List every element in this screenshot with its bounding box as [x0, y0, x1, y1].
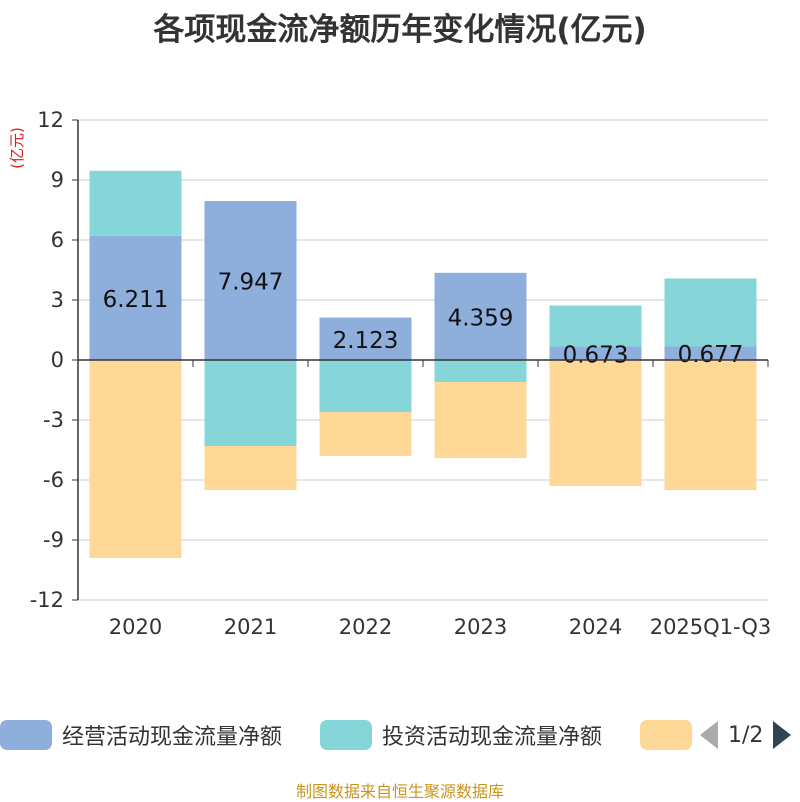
bar-operating [434, 272, 527, 360]
bar-investing [319, 360, 412, 412]
y-tick-label: 9 [51, 168, 64, 192]
y-tick-label: -12 [30, 588, 64, 612]
bar-operating [204, 201, 297, 360]
x-tick-label: 2022 [339, 615, 392, 639]
page-indicator: 1/2 [728, 722, 764, 748]
legend-label-operating: 经营活动现金流量净额 [62, 725, 283, 750]
data-label-operating: 6.211 [103, 287, 169, 313]
y-unit-label: (亿元) [8, 127, 26, 169]
legend-item-operating[interactable]: 经营活动现金流量净额 [0, 712, 282, 758]
bar-operating [664, 346, 757, 360]
bar-financing [204, 446, 297, 490]
data-label-operating: 0.677 [678, 342, 744, 368]
bar-investing [434, 360, 527, 382]
page-prev-icon[interactable] [700, 721, 718, 749]
bar-investing [89, 170, 182, 236]
bar-financing [664, 360, 757, 490]
x-tick-label: 2020 [109, 615, 162, 639]
legend-label-investing: 投资活动现金流量净额 [382, 725, 603, 750]
y-tick-label: 0 [51, 348, 64, 372]
legend: 经营活动现金流量净额 投资活动现金流量净额 1/2 [0, 712, 800, 758]
legend-item-financing[interactable] [640, 712, 702, 758]
y-tick-label: 12 [37, 108, 64, 132]
y-tick-label: -3 [43, 408, 64, 432]
x-tick-label: 2021 [224, 615, 277, 639]
y-tick-label: 3 [51, 288, 64, 312]
page-next-icon[interactable] [773, 721, 792, 749]
legend-pager: 1/2 [700, 712, 792, 758]
cashflow-chart: 12 9 6 3 0 -3 -6 -9 -12 (亿元) 6.211 7.947 2.123 4.359 0… [8, 108, 772, 639]
chart-title: 各项现金流净额历年变化情况(亿元) [153, 12, 647, 48]
y-tick-label: -6 [43, 468, 64, 492]
bar-operating [549, 346, 642, 360]
y-tick-label: 6 [51, 228, 64, 252]
bar-investing [664, 278, 757, 347]
data-label-operating: 7.947 [218, 270, 284, 296]
data-label-operating: 2.123 [333, 328, 399, 354]
legend-item-investing[interactable]: 投资活动现金流量净额 [320, 712, 602, 758]
data-label-operating: 0.673 [563, 342, 629, 368]
x-tick-label: 2024 [569, 615, 622, 639]
x-tick-label: 2025Q1-Q3 [650, 615, 772, 639]
data-label-operating: 4.359 [448, 305, 514, 331]
bar-financing [549, 360, 642, 486]
bar-investing [204, 360, 297, 446]
legend-swatch-investing [320, 720, 372, 750]
bar-operating [89, 235, 182, 360]
bar-financing [89, 360, 182, 558]
legend-swatch-operating [0, 720, 52, 750]
legend-swatch-financing [640, 720, 692, 750]
y-tick-label: -9 [43, 528, 64, 552]
bar-investing [549, 305, 642, 347]
x-tick-label: 2023 [454, 615, 507, 639]
bar-financing [319, 412, 412, 456]
source-note: 制图数据来自恒生聚源数据库 [295, 782, 504, 801]
bar-financing [434, 382, 527, 458]
bar-operating [319, 317, 412, 360]
